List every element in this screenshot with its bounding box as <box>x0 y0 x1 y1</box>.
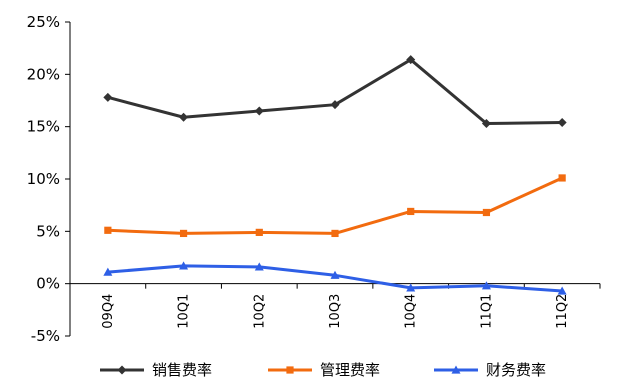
chart-axes: -5% 0% 5% 10% 15% 20% 25% 09Q4 10Q1 10Q2 10Q3 10Q4 1… <box>27 13 601 345</box>
x-tick-label: 10Q1 <box>177 294 192 329</box>
data-point-marker <box>406 55 416 65</box>
x-tick-label: 10Q2 <box>252 294 267 329</box>
chart-series <box>103 55 567 295</box>
y-tick-label: 10% <box>27 170 60 188</box>
legend-item: 管理费率 <box>268 361 380 379</box>
series-1 <box>104 174 566 238</box>
data-point-marker <box>104 226 112 234</box>
data-point-marker <box>557 117 567 127</box>
series-line <box>107 176 563 235</box>
data-point-marker <box>286 366 294 374</box>
data-point-marker <box>557 286 567 295</box>
series-2 <box>103 261 567 295</box>
x-tick-label: 10Q3 <box>328 294 343 329</box>
data-point-marker <box>179 229 188 238</box>
data-point-marker <box>558 174 566 182</box>
data-point-marker <box>482 208 491 217</box>
y-tick-label: 5% <box>36 222 60 240</box>
data-point-marker <box>254 106 264 116</box>
data-point-marker <box>407 207 415 216</box>
data-point-marker <box>103 267 113 276</box>
data-point-marker <box>330 100 340 110</box>
data-point-marker <box>254 262 264 271</box>
y-tick-label: 20% <box>27 65 60 83</box>
data-point-marker <box>331 229 339 238</box>
legend-label: 管理费率 <box>320 361 380 379</box>
x-tick-label: 11Q2 <box>555 294 570 329</box>
series-line <box>107 58 563 126</box>
chart-legend: 销售费率 管理费率 财务费率 <box>100 361 546 379</box>
x-tick-label: 09Q4 <box>101 294 116 329</box>
data-point-marker <box>103 92 113 102</box>
data-point-marker <box>406 283 416 292</box>
data-point-marker <box>179 112 189 122</box>
data-point-marker <box>179 261 189 270</box>
legend-item: 财务费率 <box>434 361 546 379</box>
x-tick-label: 11Q1 <box>479 294 494 329</box>
data-point-marker <box>481 281 491 290</box>
y-tick-label: -5% <box>31 327 60 345</box>
series-0 <box>103 55 567 129</box>
x-tick-label: 10Q4 <box>404 294 419 329</box>
legend-label: 财务费率 <box>486 361 546 379</box>
legend-item: 销售费率 <box>100 361 212 379</box>
y-tick-label: 15% <box>27 118 60 136</box>
legend-label: 销售费率 <box>152 361 212 379</box>
data-point-marker <box>481 119 491 129</box>
data-point-marker <box>330 270 340 279</box>
y-tick-label: 0% <box>36 275 60 293</box>
data-point-marker <box>117 365 127 375</box>
y-tick-label: 25% <box>27 13 60 31</box>
data-point-marker <box>255 228 263 236</box>
data-point-marker <box>451 365 461 374</box>
